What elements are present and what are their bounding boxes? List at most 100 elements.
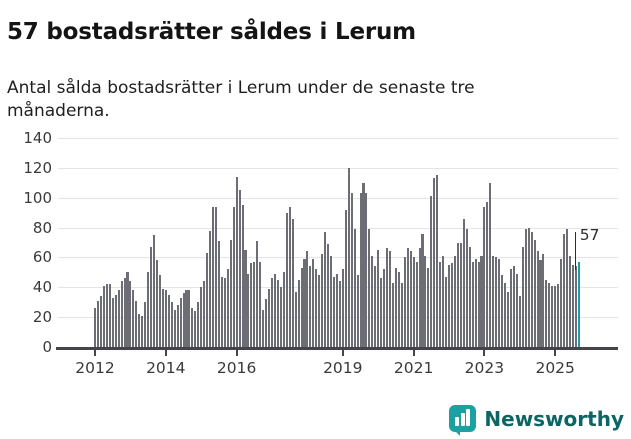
bar: [297, 279, 300, 347]
bar: [551, 285, 554, 347]
bar: [244, 249, 247, 347]
bar: [380, 278, 383, 347]
bar: [206, 252, 209, 347]
bar: [108, 284, 111, 347]
bar: [161, 288, 164, 347]
bar: [483, 206, 486, 347]
bar: [495, 257, 498, 347]
bar: [415, 261, 418, 347]
bar: [391, 282, 395, 347]
bar: [341, 269, 344, 347]
bar: [330, 255, 333, 347]
bar: [238, 190, 241, 347]
bar: [279, 287, 282, 347]
bar: [371, 255, 374, 347]
bar: [176, 305, 179, 347]
bar: [111, 297, 114, 347]
bar: [138, 314, 141, 347]
bar: [427, 267, 430, 347]
bar: [347, 167, 350, 347]
bar: [453, 255, 456, 347]
bar: [465, 229, 468, 347]
x-axis-label: 2025: [535, 359, 575, 377]
bar: [276, 279, 279, 347]
bar: [474, 258, 477, 347]
bar: [521, 246, 524, 347]
bar: [253, 261, 256, 347]
bar: [489, 182, 492, 347]
bar: [389, 251, 392, 347]
y-axis-label: 0: [42, 338, 52, 356]
y-axis-label: 120: [23, 158, 52, 177]
bar: [368, 229, 371, 347]
bar: [147, 272, 150, 347]
logo-bars: [455, 409, 471, 426]
x-axis-label: 2012: [75, 359, 115, 377]
bar: [167, 294, 170, 347]
x-axis-label: 2019: [323, 359, 363, 377]
bar: [566, 229, 569, 347]
bar: [456, 242, 459, 347]
bar: [386, 248, 389, 347]
bar: [462, 218, 465, 347]
bar: [542, 254, 545, 347]
last-value-label: 57: [579, 225, 600, 244]
bar: [318, 275, 321, 347]
bar: [229, 239, 232, 347]
bar: [509, 269, 513, 347]
bar: [530, 232, 533, 347]
gridline: [58, 287, 618, 289]
bar: [312, 258, 315, 347]
bar: [209, 230, 212, 347]
bar: [571, 264, 574, 347]
bar: [271, 278, 274, 347]
x-axis-line: [56, 347, 618, 350]
bar: [294, 291, 297, 347]
bar: [350, 193, 353, 347]
bar: [188, 290, 191, 347]
bar: [412, 257, 415, 347]
bar: [191, 308, 194, 347]
bar: [173, 309, 176, 347]
bar: [560, 258, 563, 347]
bar: [185, 290, 188, 347]
bar: [406, 248, 409, 347]
bar: [504, 282, 507, 347]
bar: [155, 260, 159, 347]
y-axis-label: 80: [32, 218, 52, 237]
bar: [480, 255, 483, 347]
gridline: [58, 167, 618, 169]
bar: [153, 235, 156, 347]
bar: [403, 257, 406, 347]
bar: [324, 232, 327, 347]
x-axis-label: 2023: [464, 359, 505, 377]
bar: [536, 251, 539, 347]
bar: [247, 273, 250, 347]
bar: [123, 278, 126, 347]
bar: [442, 255, 445, 347]
bar: [309, 266, 312, 347]
bar: [448, 264, 451, 347]
y-axis-label: 40: [32, 278, 52, 297]
x-axis-tick: [483, 350, 486, 356]
bar: [144, 302, 147, 347]
bar: [141, 315, 144, 347]
x-axis-tick: [94, 350, 96, 356]
bar: [197, 302, 200, 347]
bar: [268, 288, 271, 347]
y-axis-label: 60: [32, 248, 52, 267]
bar: [501, 275, 504, 347]
bar: [359, 193, 362, 347]
page-title: 57 bostadsrätter såldes i Lerum: [7, 19, 416, 46]
bar: [400, 282, 403, 347]
gridline: [58, 138, 618, 139]
bar: [265, 299, 268, 347]
bar: [418, 248, 421, 347]
x-axis-label: 2014: [146, 359, 186, 377]
gridline: [58, 317, 618, 319]
bar: [303, 258, 306, 347]
y-axis-label: 20: [32, 308, 52, 327]
gridline: [58, 197, 618, 199]
bar: [433, 178, 436, 347]
bar: [96, 300, 100, 347]
